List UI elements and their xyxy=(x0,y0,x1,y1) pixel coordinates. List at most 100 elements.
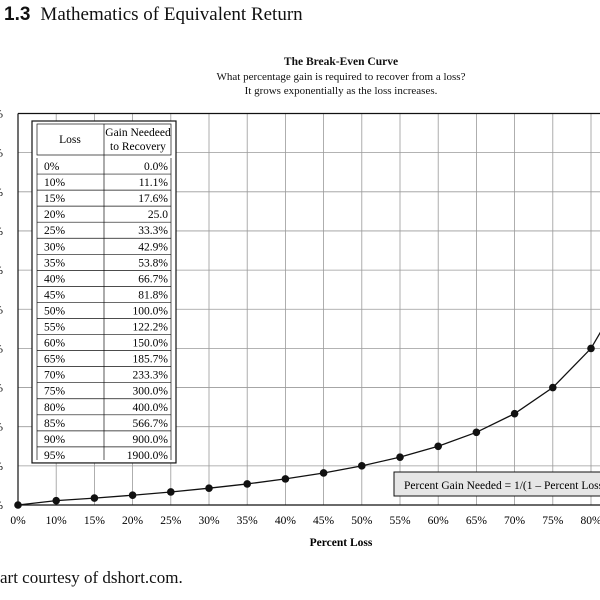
y-tick-label: 100% xyxy=(0,461,3,473)
data-table: Loss Gain Needeed to Recovery 0% 0.0% 10% 11.1… xyxy=(31,120,177,464)
data-point xyxy=(510,409,519,418)
x-tick-label: 80% xyxy=(580,515,600,527)
x-tick-label: 15% xyxy=(84,515,106,527)
x-tick-label: 65% xyxy=(466,515,488,527)
y-tick-label: 300% xyxy=(0,383,3,395)
y-tick-label: 0% xyxy=(0,500,3,512)
table-cell-gain: 233.3% xyxy=(133,370,169,382)
table-header-gain: Gain Needeed xyxy=(105,127,171,139)
table-cell-loss: 40% xyxy=(44,273,66,285)
table-cell-gain: 900.0% xyxy=(133,434,169,446)
x-tick-label: 70% xyxy=(504,515,526,527)
table-cell-gain: 33.3% xyxy=(138,225,168,237)
x-tick-label: 20% xyxy=(122,515,144,527)
table-cell-loss: 95% xyxy=(44,450,66,462)
section-number: 1.3 xyxy=(4,4,31,25)
table-cell-loss: 90% xyxy=(44,434,66,446)
x-tick-label: 30% xyxy=(198,515,220,527)
table-cell-loss: 55% xyxy=(44,322,66,334)
table-cell-gain: 100.0% xyxy=(133,305,169,317)
data-point xyxy=(205,484,213,493)
chart-credit: art courtesy of dshort.com. xyxy=(0,568,183,587)
x-axis-title: Percent Loss xyxy=(310,537,373,549)
table-cell-loss: 80% xyxy=(44,402,66,414)
data-point xyxy=(128,491,137,500)
table-header-gain-line-2: to Recovery xyxy=(110,141,166,153)
data-point xyxy=(587,344,595,353)
data-point xyxy=(243,480,251,488)
table-cell-gain: 81.8% xyxy=(138,289,168,301)
y-tick-label: 500% xyxy=(0,304,3,316)
table-cell-loss: 50% xyxy=(44,305,66,317)
formula-box: Percent Gain Needed = 1/(1 – Percent Los… xyxy=(393,471,600,497)
table-cell-gain: 17.6% xyxy=(138,193,168,205)
table-cell-loss: 85% xyxy=(44,418,66,430)
data-point xyxy=(549,383,557,392)
table-header-loss: Loss xyxy=(59,134,81,146)
table-cell-gain: 185.7% xyxy=(133,354,169,366)
data-point xyxy=(472,428,481,437)
data-point xyxy=(52,496,60,505)
table-cell-loss: 45% xyxy=(44,289,66,301)
data-point xyxy=(90,494,99,502)
table-cell-loss: 75% xyxy=(44,386,66,398)
table-cell-gain: 66.7% xyxy=(138,273,168,285)
x-tick-label: 75% xyxy=(542,515,564,527)
data-point xyxy=(14,501,22,509)
x-tick-label: 50% xyxy=(351,515,373,527)
table-cell-loss: 10% xyxy=(44,177,66,189)
axes xyxy=(17,112,600,506)
table-cell-gain: 11.1% xyxy=(139,177,169,189)
chart-title: The Break-Even Curve xyxy=(283,56,399,68)
series-line xyxy=(14,331,600,509)
data-point xyxy=(358,462,366,470)
table-cell-loss: 20% xyxy=(44,209,66,221)
table-cell-loss: 70% xyxy=(44,370,66,382)
x-tick-label: 25% xyxy=(160,515,182,527)
x-tick-label: 45% xyxy=(313,515,335,527)
break-even-chart: Loss Gain Needeed to Recovery 0% 0.0% 10% 11.1… xyxy=(0,109,600,550)
table-cell-gain: 300.0% xyxy=(133,386,169,398)
table-cell-gain: 150.0% xyxy=(133,338,169,350)
table-cell-loss: 65% xyxy=(44,354,66,366)
table-cell-gain: 1900.0% xyxy=(127,450,169,462)
x-tick-label: 40% xyxy=(275,515,297,527)
x-tick-label: 55% xyxy=(389,515,411,527)
x-tick-label: 0% xyxy=(10,515,26,527)
table-cell-gain: 566.7% xyxy=(133,418,169,430)
x-tick-label: 10% xyxy=(46,515,68,527)
y-tick-label: 200% xyxy=(0,422,3,434)
chart-subtitle-line-1: What percentage gain is required to reco… xyxy=(216,71,466,83)
chart-subtitle-line-2: It grows exponentially as the loss incre… xyxy=(244,85,438,97)
y-tick-label: 400% xyxy=(0,343,3,355)
data-point xyxy=(396,453,404,461)
data-point xyxy=(167,488,175,496)
axis-labels: 0% 100% 200% 300% 400% 500% 600% 700% 800% 900% 10… xyxy=(0,109,600,550)
table-cell-gain: 25.0 xyxy=(148,209,168,221)
table-cell-gain: 53.8% xyxy=(138,257,168,269)
table-cell-gain: 400.0% xyxy=(133,402,169,414)
section-title: Mathematics of Equivalent Return xyxy=(40,4,303,25)
table-cell-loss: 15% xyxy=(44,193,66,205)
data-point xyxy=(319,469,328,477)
y-tick-label: 600% xyxy=(0,265,3,277)
y-tick-label: 900% xyxy=(0,148,3,160)
x-tick-label: 60% xyxy=(428,515,450,527)
x-tick-label: 35% xyxy=(237,515,259,527)
formula-box-background xyxy=(393,471,600,497)
table-cell-gain: 0.0% xyxy=(144,161,168,173)
data-point xyxy=(281,475,290,483)
data-point xyxy=(434,442,443,451)
table-cell-loss: 25% xyxy=(44,225,66,237)
table-cell-loss: 60% xyxy=(44,338,66,350)
y-tick-label: 800% xyxy=(0,187,3,199)
table-cell-loss: 30% xyxy=(44,241,66,253)
section-heading: 1.3 Mathematics of Equivalent Return xyxy=(4,4,303,26)
table-cell-gain: 122.2% xyxy=(133,322,169,334)
table-cell-loss: 35% xyxy=(44,257,66,269)
formula-text: Percent Gain Needed = 1/(1 – Percent Los… xyxy=(404,480,600,492)
table-cell-loss: 0% xyxy=(44,161,60,173)
y-tick-label: 700% xyxy=(0,226,3,238)
y-tick-label: 1000% xyxy=(0,109,3,121)
table-cell-gain: 42.9% xyxy=(138,241,168,253)
